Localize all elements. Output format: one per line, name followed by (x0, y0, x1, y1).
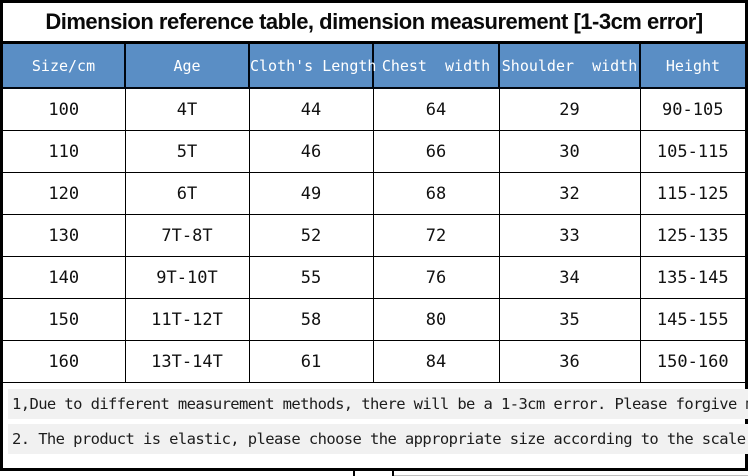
table-cell: 80 (372, 298, 500, 341)
table-cell: 11T-12T (124, 298, 250, 341)
table-row: 150 11T-12T 58 80 35 145-155 (3, 298, 745, 341)
column-header-size: Size/cm (3, 44, 126, 89)
table-cell: 13T-14T (124, 340, 250, 383)
cutoff-next-row-strip (0, 471, 748, 476)
table-row: 160 13T-14T 61 84 36 150-160 (3, 340, 745, 383)
table-cell: 36 (498, 340, 641, 383)
table-cell: 100 (3, 87, 126, 131)
column-header-height: Height (639, 44, 745, 89)
cutoff-cell-divider (353, 471, 355, 476)
table-cell: 46 (248, 130, 374, 173)
table-cell: 52 (248, 214, 374, 257)
table-cell: 140 (3, 256, 126, 299)
table-cell: 110 (3, 130, 126, 173)
table-cell: 29 (498, 87, 641, 131)
table-cell: 115-125 (639, 172, 745, 215)
column-header-length: Cloth's Length (248, 44, 376, 89)
table-cell: 66 (372, 130, 500, 173)
table-cell: 35 (498, 298, 641, 341)
cutoff-cell-divider (392, 471, 394, 476)
table-row: 120 6T 49 68 32 115-125 (3, 172, 745, 215)
table-cell: 90-105 (639, 87, 745, 131)
table-cell: 30 (498, 130, 641, 173)
table-cell: 5T (124, 130, 250, 173)
table-cell: 32 (498, 172, 641, 215)
table-cell: 76 (372, 256, 500, 299)
table-cell: 49 (248, 172, 374, 215)
table-cell: 84 (372, 340, 500, 383)
table-row: 110 5T 46 66 30 105-115 (3, 130, 745, 173)
footnotes: 1,Due to different measurement methods, … (3, 383, 748, 460)
table-cell: 33 (498, 214, 641, 257)
table-row: 130 7T-8T 52 72 33 125-135 (3, 214, 745, 257)
table-cell: 64 (372, 87, 500, 131)
column-header-age: Age (124, 44, 250, 89)
table-cell: 4T (124, 87, 250, 131)
table-cell: 72 (372, 214, 500, 257)
table-cell: 61 (248, 340, 374, 383)
column-header-shoulder: Shoulder width (498, 44, 641, 89)
table-cell: 68 (372, 172, 500, 215)
table-cell: 150 (3, 298, 126, 341)
table-cell: 6T (124, 172, 250, 215)
footnote-measurement-error: 1,Due to different measurement methods, … (8, 388, 748, 419)
size-reference-table: Size/cm Age Cloth's Length Chest width S… (3, 44, 745, 383)
table-cell: 105-115 (639, 130, 745, 173)
table-header-row: Size/cm Age Cloth's Length Chest width S… (3, 44, 745, 89)
footnote-elastic-product: 2. The product is elastic, please choose… (8, 424, 748, 455)
table-cell: 150-160 (639, 340, 745, 383)
page-title-text: Dimension reference table, dimension mea… (45, 9, 703, 34)
table-cell: 135-145 (639, 256, 745, 299)
table-cell: 58 (248, 298, 374, 341)
table-row: 100 4T 44 64 29 90-105 (3, 87, 745, 131)
table-cell: 55 (248, 256, 374, 299)
table-cell: 120 (3, 172, 126, 215)
table-cell: 130 (3, 214, 126, 257)
table-cell: 34 (498, 256, 641, 299)
table-cell: 9T-10T (124, 256, 250, 299)
table-cell: 125-135 (639, 214, 745, 257)
column-header-chest: Chest width (372, 44, 500, 89)
table-cell: 7T-8T (124, 214, 250, 257)
page-title: Dimension reference table, dimension mea… (3, 3, 745, 44)
table-cell: 145-155 (639, 298, 745, 341)
table-row: 140 9T-10T 55 76 34 135-145 (3, 256, 745, 299)
table-cell: 160 (3, 340, 126, 383)
table-cell: 44 (248, 87, 374, 131)
